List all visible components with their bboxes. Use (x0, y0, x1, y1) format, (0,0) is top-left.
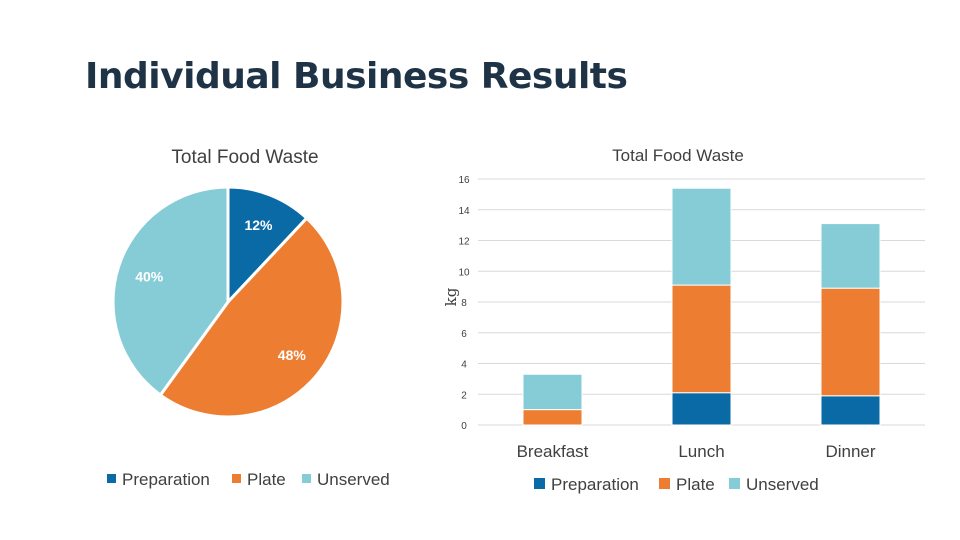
bar-legend-swatch-unserved (729, 478, 740, 489)
x-category-label: Lunch (678, 442, 724, 461)
bar-dinner-preparation (820, 395, 881, 426)
y-tick-label: 4 (461, 360, 467, 371)
y-tick-label: 0 (461, 421, 467, 432)
bar-dinner-plate (820, 287, 881, 397)
x-category-label: Breakfast (517, 442, 589, 461)
bar-legend-swatch-preparation (534, 478, 545, 489)
pie-label-preparation: 12% (244, 217, 273, 233)
pie-slice-plate (158, 216, 345, 419)
bar-legend-swatch-plate (659, 478, 670, 489)
pie-slice-unserved (111, 185, 230, 398)
bar-dinner-unserved (820, 223, 881, 289)
y-tick-label: 12 (458, 237, 470, 248)
pie-legend-swatch-preparation (107, 474, 116, 483)
pie-legend: Preparation Plate Unserved (107, 470, 390, 489)
y-tick-label: 14 (458, 206, 470, 217)
bar-chart-title: Total Food Waste (612, 146, 744, 165)
pie-legend-label-unserved: Unserved (317, 470, 390, 489)
bar-legend-label-preparation: Preparation (551, 475, 639, 494)
bar-lunch-plate (671, 284, 732, 394)
bar-lunch-preparation (671, 392, 732, 426)
pie-legend-label-plate: Plate (247, 470, 286, 489)
bar-breakfast-unserved (522, 373, 583, 411)
page-title: Individual Business Results (85, 56, 628, 97)
y-tick-label: 8 (461, 298, 467, 309)
pie-chart: 12% 48% 40% (111, 185, 345, 419)
pie-slice-preparation (226, 185, 309, 306)
y-axis-label: kg (442, 287, 460, 306)
bar-chart: Breakfast Lunch Dinner (517, 187, 881, 461)
bar-legend-label-unserved: Unserved (746, 475, 819, 494)
pie-label-plate: 48% (278, 347, 307, 363)
pie-chart-title: Total Food Waste (171, 147, 318, 168)
bar-breakfast-plate (522, 409, 583, 426)
pie-legend-label-preparation: Preparation (122, 470, 210, 489)
pie-label-unserved: 40% (135, 268, 164, 284)
bar-legend-label-plate: Plate (676, 475, 715, 494)
x-category-label: Dinner (825, 442, 875, 461)
bar-lunch-unserved (671, 187, 732, 286)
y-tick-label: 16 (458, 175, 470, 186)
y-tick-label: 2 (461, 390, 467, 401)
pie-legend-swatch-plate (232, 474, 241, 483)
pie-legend-swatch-unserved (302, 474, 311, 483)
bar-legend: Preparation Plate Unserved (534, 475, 819, 494)
y-tick-label: 10 (458, 267, 470, 278)
y-tick-label: 6 (461, 329, 467, 340)
